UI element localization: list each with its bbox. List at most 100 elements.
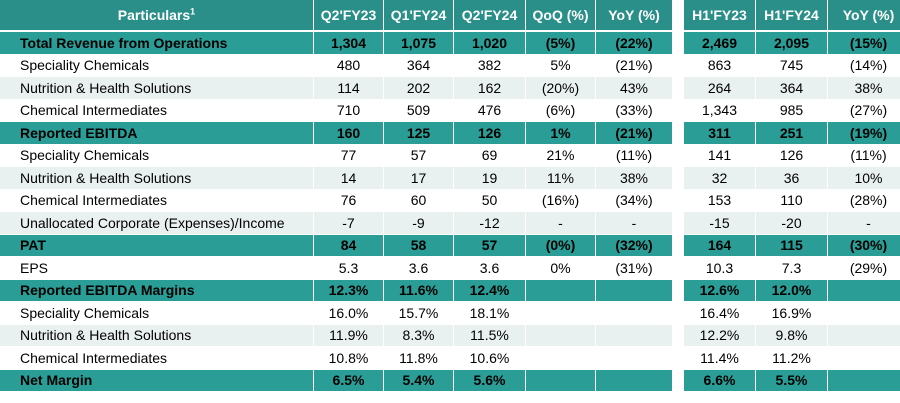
cell-h1-value (828, 279, 900, 302)
cell-value: 16.0% (314, 302, 384, 325)
table-row: Net Margin 6.5% 5.4% 5.6% 6.6% 5.5% (0, 369, 900, 392)
cell-h1-value: 7.3 (756, 257, 828, 280)
cell-value: - (526, 212, 596, 235)
cell-value (526, 302, 596, 325)
row-label: Nutrition & Health Solutions (0, 324, 314, 347)
cell-value: 1,020 (454, 32, 526, 55)
cell-value: 710 (314, 99, 384, 122)
header-particulars: Particulars1 (0, 0, 314, 32)
cell-h1-value: 153 (684, 189, 756, 212)
cell-h1-value: 2,095 (756, 32, 828, 55)
cell-value: 3.6 (384, 257, 454, 280)
cell-value: 364 (384, 54, 454, 77)
cell-value: (22%) (596, 32, 673, 55)
table-row: EPS 5.3 3.6 3.6 0% (31%) 10.3 7.3 (29%) (0, 257, 900, 280)
row-label: Reported EBITDA Margins (0, 279, 314, 302)
row-label: Net Margin (0, 369, 314, 392)
table-row: Reported EBITDA Margins 12.3% 11.6% 12.4% 12… (0, 279, 900, 302)
cell-value: 160 (314, 122, 384, 145)
row-label: Unallocated Corporate (Expenses)/Income (0, 212, 314, 235)
cell-value: 60 (384, 189, 454, 212)
cell-value (526, 347, 596, 370)
cell-value: (31%) (596, 257, 673, 280)
cell-h1-value: 164 (684, 234, 756, 257)
cell-value: 17 (384, 167, 454, 190)
cell-h1-value: -20 (756, 212, 828, 235)
column-gap (673, 122, 684, 145)
column-gap (673, 324, 684, 347)
cell-h1-value: 11.4% (684, 347, 756, 370)
cell-value: 18.1% (454, 302, 526, 325)
cell-value: 162 (454, 77, 526, 100)
row-label: PAT (0, 234, 314, 257)
cell-value: 69 (454, 144, 526, 167)
cell-value: (21%) (596, 54, 673, 77)
column-gap (673, 167, 684, 190)
cell-value: 50 (454, 189, 526, 212)
cell-h1-value (828, 302, 900, 325)
cell-value: (21%) (596, 122, 673, 145)
cell-value: 11.5% (454, 324, 526, 347)
cell-value: 3.6 (454, 257, 526, 280)
cell-h1-value: 38% (828, 77, 900, 100)
header-col-q2fy23: Q2'FY23 (314, 0, 384, 32)
column-gap (673, 302, 684, 325)
cell-value: 8.3% (384, 324, 454, 347)
row-label: Total Revenue from Operations (0, 32, 314, 55)
cell-h1-value: (28%) (828, 190, 900, 212)
cell-h1-value: 6.6% (684, 369, 756, 392)
cell-value: -7 (314, 212, 384, 235)
table-body: Total Revenue from Operations 1,304 1,075 1… (0, 32, 900, 392)
cell-value: 84 (314, 234, 384, 257)
cell-value: 10.8% (314, 347, 384, 370)
column-gap (673, 212, 684, 235)
header-col-yoy: YoY (%) (596, 0, 673, 32)
cell-value: 10.6% (454, 347, 526, 370)
cell-h1-value: 16.4% (684, 302, 756, 325)
cell-h1-value: (27%) (828, 100, 900, 122)
cell-value: 11% (526, 167, 596, 190)
cell-value: 76 (314, 189, 384, 212)
header-col-h1-yoy: YoY (%) (828, 0, 900, 32)
cell-value: 12.3% (314, 279, 384, 302)
table-row: Speciality Chemicals 480 364 382 5% (21%) 863 7… (0, 54, 900, 77)
column-gap (673, 0, 684, 32)
cell-value: 0% (526, 257, 596, 280)
table-row: Nutrition & Health Solutions 14 17 19 11% 38%… (0, 167, 900, 190)
cell-value: 38% (596, 167, 673, 190)
row-label: Chemical Intermediates (0, 99, 314, 122)
cell-value: 1,304 (314, 32, 384, 55)
header-col-h1fy24: H1'FY24 (756, 0, 828, 32)
table-row: Chemical Intermediates 76 60 50 (16%) (34%) 15… (0, 189, 900, 212)
cell-h1-value (828, 324, 900, 347)
column-gap (673, 99, 684, 122)
cell-h1-value: 36 (756, 167, 828, 190)
column-gap (673, 54, 684, 77)
cell-value (526, 324, 596, 347)
cell-h1-value: 10% (828, 167, 900, 190)
header-col-h1fy23: H1'FY23 (684, 0, 756, 32)
cell-value: 5.3 (314, 257, 384, 280)
cell-value: 58 (384, 234, 454, 257)
cell-value: (0%) (526, 234, 596, 257)
cell-value: 114 (314, 77, 384, 100)
row-label: Nutrition & Health Solutions (0, 167, 314, 190)
cell-value: (32%) (596, 234, 673, 257)
cell-h1-value: - (828, 212, 900, 235)
cell-value: 382 (454, 54, 526, 77)
cell-value: (6%) (526, 99, 596, 122)
cell-h1-value: 985 (756, 99, 828, 122)
row-label: Reported EBITDA (0, 122, 314, 145)
cell-h1-value: (30%) (828, 234, 900, 257)
cell-h1-value: (14%) (828, 55, 900, 77)
table-row: Speciality Chemicals 77 57 69 21% (11%) 141 126… (0, 144, 900, 167)
column-gap (673, 32, 684, 55)
cell-value: 15.7% (384, 302, 454, 325)
cell-value (526, 369, 596, 392)
row-label: Speciality Chemicals (0, 302, 314, 325)
header-row: Particulars1 Q2'FY23 Q1'FY24 Q2'FY24 QoQ… (0, 0, 900, 32)
cell-h1-value: -15 (684, 212, 756, 235)
table-row: Speciality Chemicals 16.0% 15.7% 18.1% 16.4%… (0, 302, 900, 325)
cell-value: - (596, 212, 673, 235)
header-particulars-label: Particulars (117, 7, 191, 23)
